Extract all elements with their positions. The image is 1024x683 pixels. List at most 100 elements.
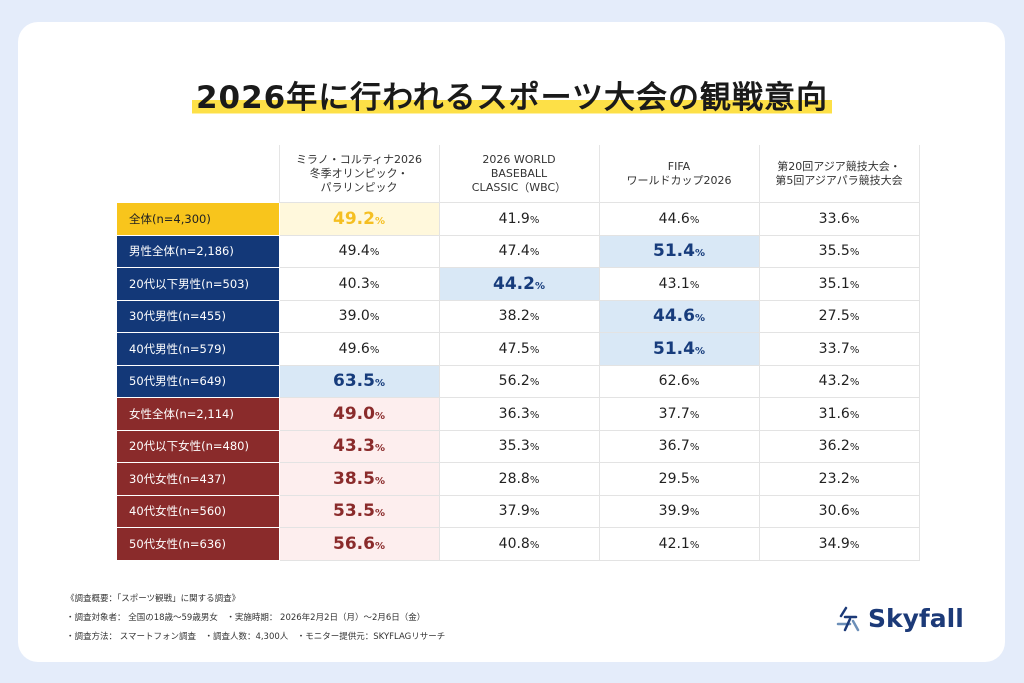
value-number: 33.7: [818, 340, 850, 357]
value-number: 40.3: [338, 275, 370, 292]
unit-label: %: [374, 443, 385, 455]
value-cell: 41.9%: [438, 202, 600, 236]
unit-label: %: [689, 279, 700, 291]
value-number: 43.3: [333, 436, 375, 457]
unit-label: %: [529, 442, 540, 454]
unit-label: %: [529, 507, 540, 519]
value-cell: 62.6%: [598, 364, 760, 398]
unit-label: %: [529, 474, 540, 486]
value-number: 63.5: [333, 371, 375, 392]
value-cell: 49.2%: [278, 202, 440, 236]
value-number: 56.2: [498, 373, 530, 390]
unit-label: %: [849, 247, 860, 259]
value-number: 27.5: [818, 308, 850, 325]
value-number: 53.5: [333, 501, 375, 522]
value-number: 49.2: [333, 208, 375, 229]
value-cell: 49.6%: [278, 332, 440, 366]
value-number: 44.2: [493, 273, 535, 294]
table-row: 全体(n=4,300) 49.2% 41.9% 44.6% 33.6%: [116, 202, 920, 236]
value-cell: 43.2%: [758, 364, 920, 398]
unit-label: %: [369, 247, 380, 259]
unit-label: %: [534, 280, 545, 292]
value-number: 47.4: [498, 243, 530, 260]
value-number: 38.2: [498, 308, 530, 325]
unit-label: %: [849, 344, 860, 356]
row-label: 50代女性(n=636): [116, 527, 280, 561]
unit-label: %: [374, 378, 385, 390]
unit-label: %: [369, 279, 380, 291]
value-cell: 33.7%: [758, 332, 920, 366]
unit-label: %: [849, 279, 860, 291]
value-number: 43.2: [818, 373, 850, 390]
unit-label: %: [369, 344, 380, 356]
value-cell: 34.9%: [758, 527, 920, 561]
table-row: 50代男性(n=649) 63.5% 56.2% 62.6% 43.2%: [116, 364, 920, 398]
value-cell: 44.6%: [598, 299, 760, 333]
unit-label: %: [689, 409, 700, 421]
page-title: 2026年に行われるスポーツ大会の観戦意向: [0, 72, 1024, 117]
unit-label: %: [374, 540, 385, 552]
value-cell: 31.6%: [758, 397, 920, 431]
table-row: 40代男性(n=579) 49.6% 47.5% 51.4% 33.7%: [116, 332, 920, 366]
unit-label: %: [849, 539, 860, 551]
row-label: 30代男性(n=455): [116, 299, 280, 333]
unit-label: %: [689, 474, 700, 486]
value-cell: 44.2%: [438, 267, 600, 301]
value-number: 28.8: [498, 470, 530, 487]
value-number: 33.6: [818, 210, 850, 227]
unit-label: %: [694, 248, 705, 260]
table-row: 50代女性(n=636) 56.6% 40.8% 42.1% 34.9%: [116, 527, 920, 561]
unit-label: %: [849, 377, 860, 389]
value-cell: 33.6%: [758, 202, 920, 236]
value-cell: 38.5%: [278, 462, 440, 496]
value-cell: 23.2%: [758, 462, 920, 496]
value-number: 35.5: [818, 243, 850, 260]
note-line: ・調査対象者： 全国の18歳〜59歳男女 ・実施時期： 2026年2月2日（月）…: [66, 613, 426, 623]
value-number: 39.9: [658, 503, 690, 520]
value-cell: 35.3%: [438, 429, 600, 463]
value-number: 23.2: [818, 470, 850, 487]
unit-label: %: [689, 539, 700, 551]
value-cell: 53.5%: [278, 494, 440, 528]
value-number: 37.9: [498, 503, 530, 520]
value-number: 39.0: [338, 308, 370, 325]
table-row: 30代男性(n=455) 39.0% 38.2% 44.6% 27.5%: [116, 299, 920, 333]
table-row: 30代女性(n=437) 38.5% 28.8% 29.5% 23.2%: [116, 462, 920, 496]
unit-label: %: [849, 409, 860, 421]
value-cell: 35.1%: [758, 267, 920, 301]
value-cell: 49.4%: [278, 234, 440, 268]
value-number: 31.6: [818, 405, 850, 422]
value-cell: 47.5%: [438, 332, 600, 366]
value-number: 40.8: [498, 535, 530, 552]
unit-label: %: [374, 475, 385, 487]
column-header: 第20回アジア競技大会・ 第5回アジアパラ競技大会: [758, 145, 920, 203]
value-number: 62.6: [658, 373, 690, 390]
value-cell: 44.6%: [598, 202, 760, 236]
note-line: ・調査方法： スマートフォン調査 ・調査人数：4,300人 ・モニター提供元：S…: [66, 632, 446, 642]
row-label: 男性全体(n=2,186): [116, 234, 280, 268]
table-row: 男性全体(n=2,186) 49.4% 47.4% 51.4% 35.5%: [116, 234, 920, 268]
value-number: 35.3: [498, 438, 530, 455]
value-cell: 29.5%: [598, 462, 760, 496]
value-number: 30.6: [818, 503, 850, 520]
value-number: 36.3: [498, 405, 530, 422]
value-cell: 35.5%: [758, 234, 920, 268]
row-label: 30代女性(n=437): [116, 462, 280, 496]
value-number: 41.9: [498, 210, 530, 227]
unit-label: %: [849, 507, 860, 519]
value-number: 42.1: [658, 535, 690, 552]
value-cell: 49.0%: [278, 397, 440, 431]
value-cell: 39.0%: [278, 299, 440, 333]
value-number: 36.7: [658, 438, 690, 455]
column-header: ミラノ・コルティナ2026 冬季オリンピック・ パラリンピック: [278, 145, 440, 203]
skyfall-logo: Skyfall: [836, 604, 964, 633]
value-number: 51.4: [653, 241, 695, 262]
value-cell: 39.9%: [598, 494, 760, 528]
value-number: 29.5: [658, 470, 690, 487]
unit-label: %: [689, 442, 700, 454]
value-cell: 38.2%: [438, 299, 600, 333]
value-number: 51.4: [653, 338, 695, 359]
unit-label: %: [369, 312, 380, 324]
value-cell: 30.6%: [758, 494, 920, 528]
value-cell: 43.3%: [278, 429, 440, 463]
